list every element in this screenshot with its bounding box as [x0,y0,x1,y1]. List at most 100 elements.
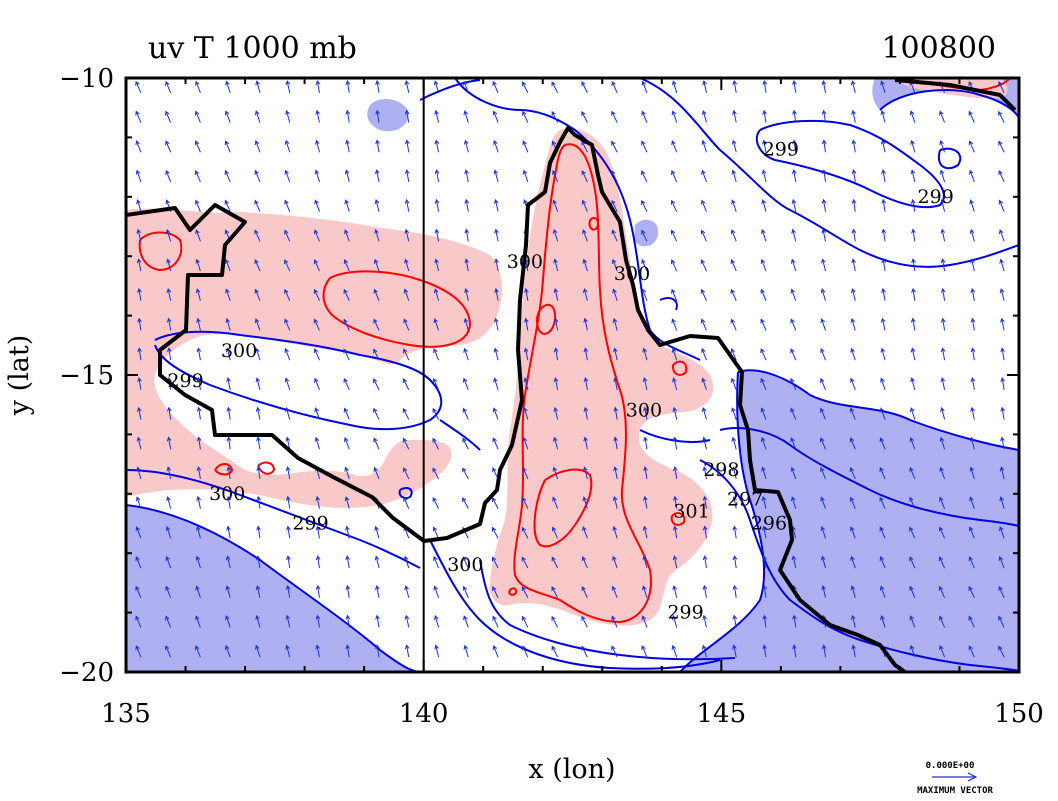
wind-vector [313,288,320,301]
wind-vector [700,199,707,212]
wind-vector [225,317,231,331]
wind-vector [998,140,1005,153]
wind-vector [583,406,589,420]
wind-vector [820,496,826,509]
wind-vector [492,556,499,569]
wind-vector [939,496,946,509]
wind-vector [998,110,1005,123]
wind-vector [911,228,916,242]
wind-vector [700,288,707,301]
wind-vector [760,318,767,331]
wind-vector [701,644,707,658]
wind-vector [583,347,589,361]
wind-vector [581,170,588,183]
wind-vector [1000,347,1005,361]
wind-vector [671,140,678,153]
wind-vector [551,586,559,598]
contour-label: 300 [221,340,257,362]
wind-vector [373,466,380,480]
cold-region-north [367,98,409,132]
wind-vector [641,615,648,628]
wind-vector [551,110,559,123]
wind-vector [762,614,768,628]
wind-vector [464,198,470,212]
wind-vector [821,258,827,272]
wind-vector [551,556,559,569]
x-tick-label: 135 [101,699,151,729]
wind-vector [196,466,202,480]
warm-region-central [489,128,714,626]
wind-vector [345,584,351,598]
wind-vector [582,466,588,480]
wind-vector [224,644,231,658]
wind-vector [494,258,499,272]
vector-legend-arrowhead [967,772,978,782]
wind-vector [314,169,320,183]
wind-vector [553,406,559,420]
wind-vector [135,110,142,123]
contour-label: 300 [614,263,650,285]
wind-vector [672,614,678,628]
wind-vector [521,526,529,539]
wind-vector [642,555,648,569]
wind-vector [909,110,916,123]
wind-vector [672,555,678,569]
wind-vector [374,228,380,242]
wind-vector [670,259,678,272]
wind-vector [434,169,440,183]
wind-vector [522,437,529,450]
wind-vector [1000,436,1005,450]
wind-vector [969,169,975,183]
wind-vector [344,199,350,212]
wind-vector [224,199,231,212]
wind-vector [493,347,499,361]
wind-vector [402,437,410,450]
wind-vector [225,80,231,94]
wind-vector [582,229,588,242]
wind-vector [939,466,946,480]
wind-vector [432,437,439,450]
wind-vector [434,109,440,123]
wind-vector [821,228,827,242]
wind-vector [523,377,529,390]
wind-vector [583,436,588,450]
wind-vector [939,645,946,658]
x-axis-label: x (lon) [528,754,615,785]
wind-vector [285,80,291,93]
wind-vector [730,377,737,391]
wind-vector [136,406,142,420]
svg-text:299: 299 [667,602,703,624]
wind-vector [581,110,588,123]
wind-vector [493,169,499,183]
wind-vector [881,258,886,272]
wind-vector [226,436,232,450]
wind-vector [343,407,350,420]
wind-vector [343,318,350,331]
wind-vector [761,199,767,212]
wind-vector [998,170,1005,183]
wind-vector [998,585,1005,598]
wind-vector [403,348,410,361]
wind-vector [938,526,946,539]
wind-vector [880,317,886,331]
wind-vector [402,378,410,391]
wind-vector [255,614,261,628]
wind-vector [968,585,975,598]
wind-vector [880,615,886,628]
wind-vector [968,645,975,658]
wind-vector [463,317,469,331]
wind-vector [998,645,1005,658]
axis-ticks [125,77,1020,673]
wind-vector [701,406,707,420]
x-tick-label: 150 [994,699,1044,729]
wind-vector [167,347,172,361]
wind-vector [613,466,618,480]
svg-text:300: 300 [209,483,245,505]
wind-vector [195,199,201,212]
wind-vector [374,525,380,539]
wind-vector [404,644,410,658]
wind-vector [611,615,618,628]
wind-vector [373,378,380,391]
wind-vector [732,555,738,569]
wind-vector [552,228,559,242]
